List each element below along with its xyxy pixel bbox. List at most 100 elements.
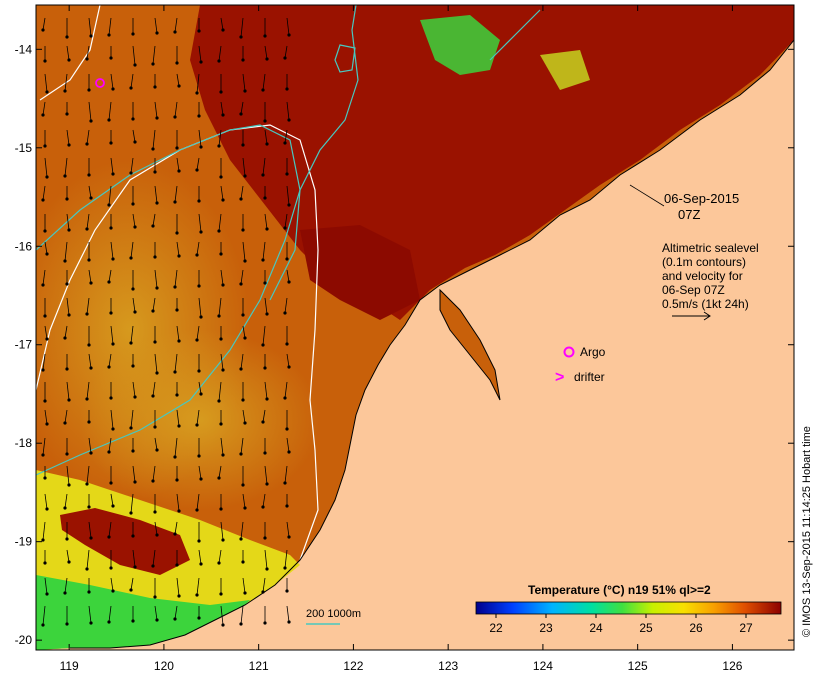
velocity-arrow	[132, 549, 136, 568]
velocity-arrow	[110, 157, 114, 175]
velocity-arrow-head	[265, 482, 269, 486]
velocity-arrow-head	[85, 227, 89, 231]
argo-label: Argo	[580, 345, 606, 359]
velocity-arrow	[286, 17, 290, 36]
velocity-arrow	[174, 17, 178, 33]
velocity-arrow	[152, 381, 156, 397]
depth-contour-1000m	[36, 124, 301, 301]
velocity-arrow-head	[63, 591, 67, 595]
velocity-arrow-head	[107, 118, 111, 122]
velocity-arrow	[64, 493, 68, 509]
velocity-arrow-head	[87, 258, 91, 262]
velocity-arrow	[262, 157, 266, 176]
velocity-arrow-head	[199, 145, 203, 149]
velocity-arrow-head	[109, 226, 113, 230]
velocity-arrow	[132, 45, 136, 66]
velocity-arrow-head	[283, 566, 287, 570]
velocity-arrow	[240, 353, 244, 370]
altimetry-line: (0.1m contours)	[662, 255, 746, 269]
velocity-arrow-head	[199, 562, 203, 566]
velocity-arrow-head	[217, 229, 221, 233]
velocity-arrow-head	[199, 477, 203, 481]
velocity-arrow	[66, 213, 70, 231]
velocity-arrow	[66, 297, 70, 316]
velocity-arrow-head	[221, 283, 225, 287]
velocity-arrow-head	[151, 224, 155, 228]
velocity-arrow	[86, 465, 90, 485]
velocity-arrow-head	[219, 252, 223, 256]
colorbar-tick-label: 22	[489, 621, 503, 635]
velocity-arrow-head	[285, 87, 289, 91]
velocity-arrow-head	[153, 255, 157, 259]
velocity-arrow	[88, 269, 92, 284]
velocity-arrow-head	[175, 393, 179, 397]
velocity-arrow	[176, 409, 180, 427]
velocity-arrow-head	[195, 593, 199, 597]
velocity-arrow-head	[261, 505, 265, 509]
velocity-arrow-head	[219, 592, 223, 596]
velocity-arrow	[86, 45, 90, 60]
velocity-arrow	[284, 465, 288, 484]
sst-field	[36, 5, 794, 650]
velocity-arrow-head	[65, 197, 69, 201]
velocity-arrow-head	[43, 399, 47, 403]
velocity-arrow-head	[265, 57, 269, 61]
velocity-arrow-head	[131, 449, 135, 453]
velocity-arrow-head	[111, 87, 115, 91]
velocity-arrow-head	[111, 172, 115, 176]
velocity-arrow-head	[243, 89, 247, 93]
velocity-arrow-head	[195, 91, 199, 95]
velocity-arrow-head	[45, 592, 49, 596]
velocity-arrow-head	[241, 398, 245, 402]
velocity-arrow-head	[65, 367, 69, 371]
velocity-arrow-head	[129, 171, 133, 175]
velocity-arrow	[108, 437, 112, 453]
velocity-arrow-head	[151, 309, 155, 313]
velocity-arrow-head	[67, 228, 71, 232]
velocity-arrow	[108, 185, 112, 206]
velocity-arrow	[42, 269, 46, 286]
velocity-arrow-head	[89, 621, 93, 625]
velocity-arrow	[286, 101, 290, 121]
velocity-arrow	[154, 437, 158, 451]
velocity-arrow-head	[89, 34, 93, 38]
velocity-arrow-head	[129, 588, 133, 592]
velocity-arrow	[174, 437, 178, 458]
velocity-arrow-head	[133, 395, 137, 399]
velocity-arrow-head	[45, 422, 49, 426]
velocity-arrow-head	[155, 286, 159, 290]
velocity-arrow-head	[111, 504, 115, 508]
velocity-arrow-head	[67, 560, 71, 564]
velocity-arrow	[174, 185, 178, 203]
x-tick-label: 123	[438, 659, 458, 673]
velocity-arrow-head	[43, 476, 47, 480]
velocity-arrow-head	[129, 341, 133, 345]
velocity-arrow-head	[45, 175, 49, 179]
velocity-arrow	[286, 353, 290, 368]
velocity-arrow-head	[239, 35, 243, 39]
velocity-arrow-head	[221, 198, 225, 202]
velocity-arrow-head	[173, 455, 177, 459]
velocity-arrow-head	[87, 590, 91, 594]
velocity-arrow-head	[43, 314, 47, 318]
velocity-arrow-head	[175, 563, 179, 567]
velocity-arrow	[152, 297, 156, 312]
velocity-arrow	[264, 129, 268, 145]
velocity-arrow	[42, 353, 46, 371]
date-label: 06-Sep-2015	[664, 191, 739, 206]
velocity-arrow-head	[221, 538, 225, 542]
velocity-arrow-head	[173, 617, 177, 621]
velocity-arrow-head	[89, 536, 93, 540]
velocity-arrow	[240, 521, 244, 540]
colorbar-tick-label: 24	[589, 621, 603, 635]
velocity-arrow	[130, 409, 134, 429]
velocity-arrow	[262, 241, 266, 261]
velocity-arrow-head	[265, 397, 269, 401]
velocity-arrow-head	[197, 29, 201, 33]
colorbar-tick-label: 23	[539, 621, 553, 635]
velocity-arrow-head	[221, 28, 225, 32]
velocity-arrow	[108, 17, 112, 36]
velocity-arrow-head	[173, 285, 177, 289]
velocity-arrow-head	[261, 173, 265, 177]
velocity-arrow-head	[265, 227, 269, 231]
